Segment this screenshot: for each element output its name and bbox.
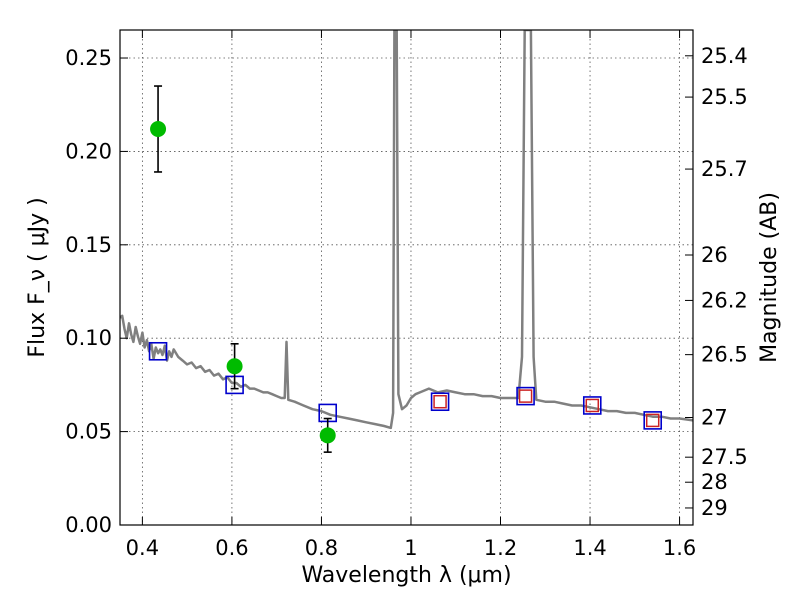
mag-tick-label: 26.2 xyxy=(701,288,748,312)
model-photometry-marker xyxy=(582,396,602,415)
grid-lines xyxy=(120,30,693,525)
mag-tick-label: 27 xyxy=(701,406,728,430)
mag-tick-label: 25.5 xyxy=(701,85,748,109)
model-photometry-marker xyxy=(148,341,168,361)
model-inner-marker xyxy=(518,389,533,403)
model-inner-marker xyxy=(645,413,660,428)
model-photometry-marker xyxy=(643,411,663,430)
y-tick-label: 0.25 xyxy=(65,46,112,70)
sed-curve-layer xyxy=(120,30,693,430)
model-inner-marker xyxy=(433,394,447,409)
y-tick-label: 0.20 xyxy=(65,139,112,163)
sed-model-curve xyxy=(120,30,693,430)
x-tick-label: 0.8 xyxy=(305,536,338,560)
y-axis-label: Flux F_ν ( μJy ) xyxy=(25,197,50,357)
observed-point xyxy=(150,121,167,137)
mag-tick-label: 27.5 xyxy=(701,445,748,469)
x-tick-label: 0.4 xyxy=(126,536,159,560)
x-axis-label: Wavelength λ (μm) xyxy=(301,563,511,588)
model-photometry-layer xyxy=(148,341,663,430)
x-tick-label: 0.6 xyxy=(215,536,248,560)
x-tick-label: 1 xyxy=(404,536,417,560)
x-tick-label: 1.6 xyxy=(663,536,696,560)
mag-tick-label: 25.4 xyxy=(701,44,748,68)
mag-tick-label: 26 xyxy=(701,243,728,267)
x-tick-label: 1.4 xyxy=(573,536,606,560)
mag-tick-label: 28 xyxy=(701,470,728,494)
mag-tick-label: 25.7 xyxy=(701,157,748,181)
y-tick-label: 0.10 xyxy=(65,326,112,350)
observed-point xyxy=(319,427,336,444)
plot-frame xyxy=(119,29,694,526)
y-tick-label: 0.15 xyxy=(65,233,112,257)
model-photometry-marker xyxy=(516,386,535,406)
model-photometry-marker xyxy=(430,392,450,412)
y-tick-label: 0.00 xyxy=(65,513,112,537)
mag-tick-label: 29 xyxy=(701,496,728,520)
model-inner-marker xyxy=(585,398,600,413)
x-tick-label: 1.2 xyxy=(484,536,517,560)
observed-photometry-layer xyxy=(150,85,336,453)
y-axis-label-right: Magnitude (AB) xyxy=(757,192,782,363)
mag-tick-label: 26.5 xyxy=(701,343,748,367)
axis-ticks: 0.4 0.6 0.8 1 1.2 1.4 1.6 0.00 0.05 0.10 0.15 0.20 0… xyxy=(65,30,748,560)
y-tick-label: 0.05 xyxy=(65,420,112,444)
observed-point xyxy=(226,358,243,375)
